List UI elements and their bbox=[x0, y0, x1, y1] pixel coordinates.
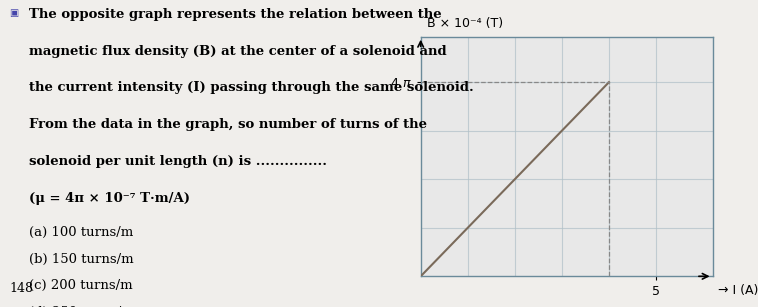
Text: → I (A): → I (A) bbox=[719, 284, 758, 297]
Text: (c) 200 turns/m: (c) 200 turns/m bbox=[29, 279, 133, 292]
Text: From the data in the graph, so number of turns of the: From the data in the graph, so number of… bbox=[29, 118, 427, 131]
Text: (a) 100 turns/m: (a) 100 turns/m bbox=[29, 226, 133, 239]
Text: ▣: ▣ bbox=[9, 8, 18, 18]
Text: 148: 148 bbox=[9, 282, 33, 295]
Text: (d) 250 turns/m: (d) 250 turns/m bbox=[29, 305, 133, 307]
Text: (b) 150 turns/m: (b) 150 turns/m bbox=[29, 253, 133, 266]
Text: magnetic flux density (B) at the center of a solenoid and: magnetic flux density (B) at the center … bbox=[29, 45, 446, 57]
Text: B × 10⁻⁴ (T): B × 10⁻⁴ (T) bbox=[427, 17, 503, 30]
Text: (μ = 4π × 10⁻⁷ T·m/A): (μ = 4π × 10⁻⁷ T·m/A) bbox=[29, 192, 190, 205]
Text: the current intensity (I) passing through the same solenoid.: the current intensity (I) passing throug… bbox=[29, 81, 474, 94]
Text: solenoid per unit length (n) is ...............: solenoid per unit length (n) is ........… bbox=[29, 155, 327, 168]
Text: The opposite graph represents the relation between the: The opposite graph represents the relati… bbox=[29, 8, 441, 21]
